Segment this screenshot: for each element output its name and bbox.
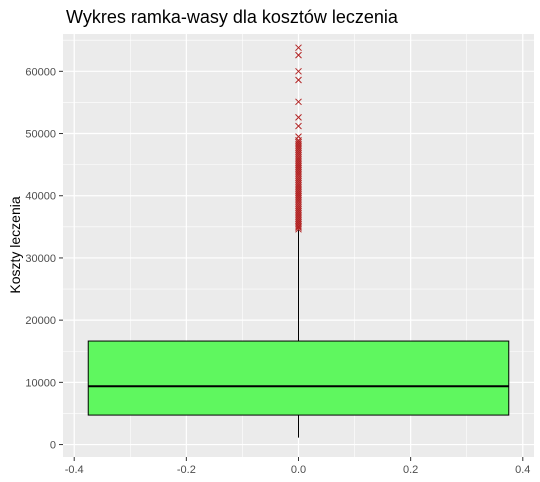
y-axis: 0 10000 20000 30000 40000 50000 60000 [25, 66, 63, 452]
outliers [295, 44, 302, 233]
y-tick-label: 10000 [25, 377, 56, 389]
y-tick-label: 40000 [25, 191, 56, 203]
y-tick-label: 0 [50, 440, 56, 452]
chart-title: Wykres ramka-wasy dla kosztów leczenia [66, 7, 399, 27]
outlier-stroke [295, 133, 302, 140]
outlier-stroke [295, 44, 302, 52]
x-axis: -0.4 -0.2 0.0 0.2 0.4 [65, 457, 530, 476]
outlier-point [295, 98, 302, 106]
x-tick-label: -0.2 [177, 464, 196, 476]
box-plot [87, 230, 510, 438]
y-tick-label: 50000 [25, 129, 56, 141]
outlier-point [295, 67, 302, 75]
x-tick-label: 0.4 [515, 464, 530, 476]
outlier-stroke [295, 138, 302, 146]
x-tick-label: 0.2 [403, 464, 418, 476]
outlier-point [295, 76, 302, 84]
outlier-point [295, 114, 302, 121]
outlier-point [295, 122, 302, 130]
outlier-point [295, 51, 302, 59]
outlier-point [295, 133, 302, 140]
outlier-point [295, 44, 302, 52]
x-tick-label: 0.0 [291, 464, 306, 476]
outlier-stroke [295, 114, 302, 121]
outlier-stroke [295, 225, 302, 233]
y-tick-label: 30000 [25, 253, 56, 265]
outlier-stroke [295, 76, 302, 84]
outlier-point [295, 225, 302, 233]
outlier-stroke [295, 122, 302, 130]
outlier-point [295, 138, 302, 146]
outlier-stroke [295, 51, 302, 59]
x-tick-label: -0.4 [65, 464, 84, 476]
outlier-stroke [295, 98, 302, 106]
y-tick-label: 20000 [25, 315, 56, 327]
outlier-point [295, 224, 302, 231]
iqr-box [87, 340, 510, 416]
y-tick-label: 60000 [25, 66, 56, 78]
outlier-stroke [295, 67, 302, 75]
y-axis-label: Koszty leczenia [7, 196, 23, 293]
outlier-stroke [295, 224, 302, 231]
